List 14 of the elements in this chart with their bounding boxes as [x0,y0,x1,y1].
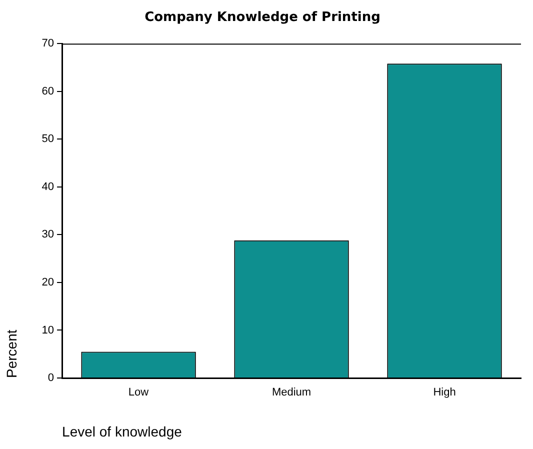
x-axis-title: Level of knowledge [62,423,182,440]
y-tick-label: 70 [42,38,54,50]
y-tick-label: 0 [48,372,54,384]
y-tick-label: 30 [42,228,54,241]
chart-title: Company Knowledge of Printing [144,10,380,26]
y-tick-label: 60 [42,85,54,98]
x-tick-label: Medium [272,386,312,399]
y-tick-label: 10 [42,324,54,336]
x-tick-label: High [433,386,456,399]
x-tick-label: Low [128,386,149,399]
y-tick-label: 50 [42,133,54,146]
y-axis-title: Percent [3,330,20,378]
y-tick-label: 40 [42,180,54,193]
y-tick-label: 20 [42,276,54,288]
